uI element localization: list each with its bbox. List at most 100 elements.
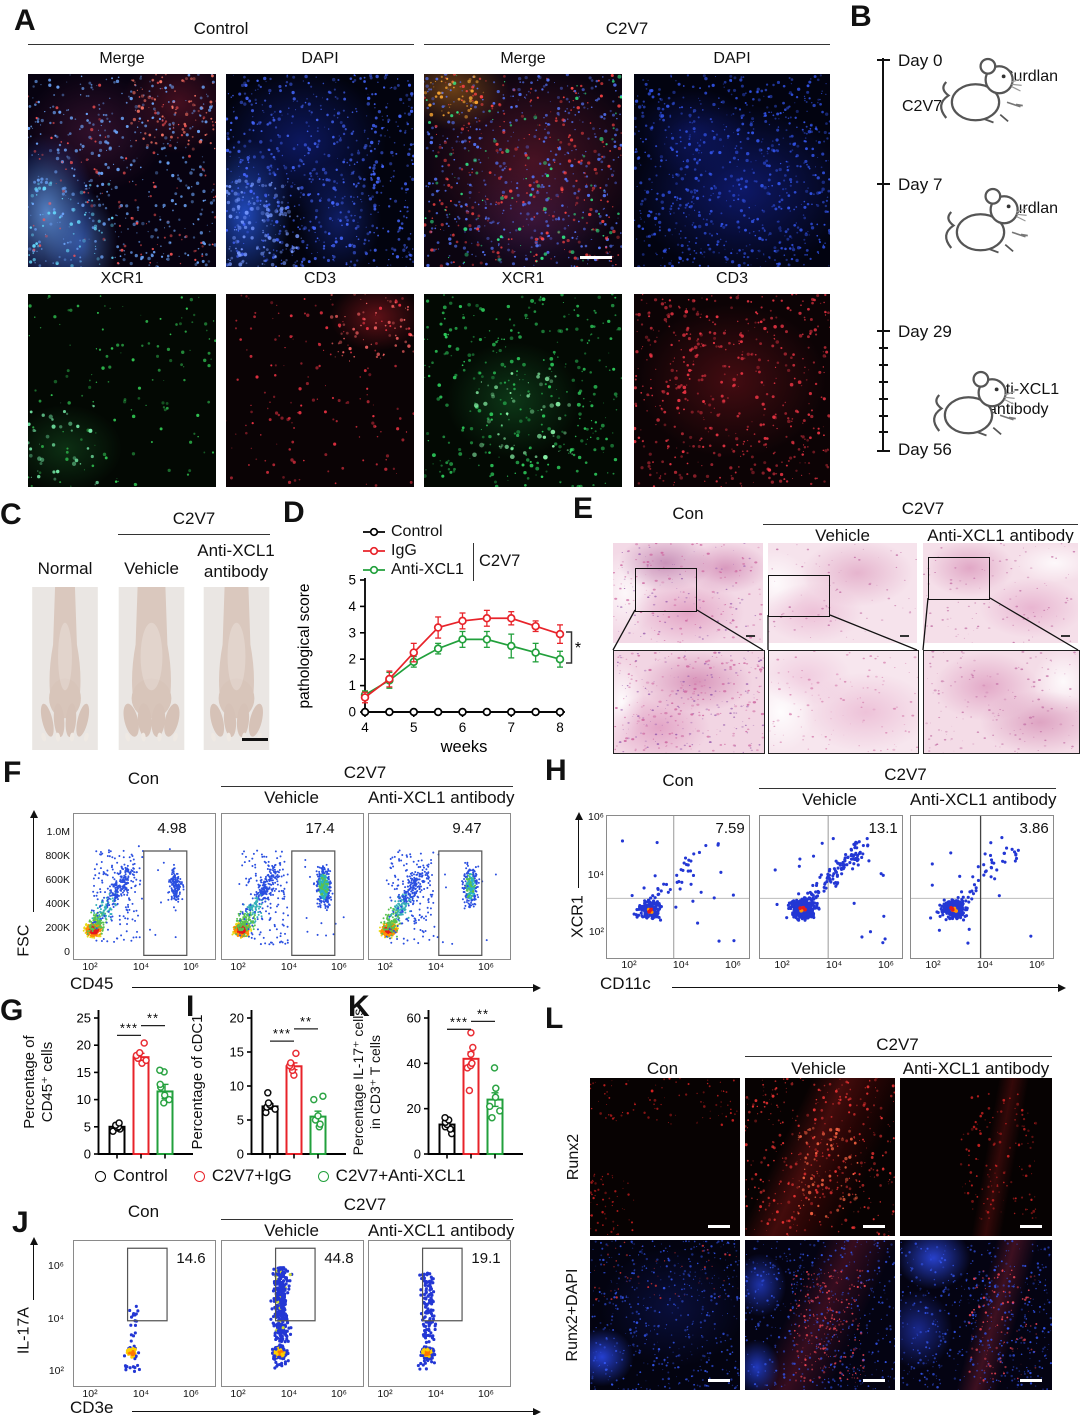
- x-tick-label: 10⁶: [877, 959, 894, 971]
- flow-plot-J-2: 19.1: [368, 1240, 511, 1387]
- x-tick-label: 10⁴: [280, 961, 298, 973]
- panel-f-label: F: [3, 756, 22, 789]
- panel-a-c2v7-underline: [424, 44, 830, 45]
- x-tick-label: 10⁴: [427, 1388, 445, 1400]
- speckle-layer: [424, 74, 622, 267]
- data-point: [115, 1119, 123, 1127]
- legend-label: C2V7+IgG: [211, 1166, 292, 1185]
- svg-text:5: 5: [410, 720, 418, 735]
- panel-c-normal-label: Normal: [37, 559, 93, 578]
- flow-dots: [911, 816, 1053, 958]
- if-image-control-dapi: [226, 74, 414, 267]
- if-image-anti-runx2-dapi: [900, 1240, 1052, 1390]
- timeline-day-tick: [877, 59, 890, 61]
- gate-value: 9.47: [452, 819, 482, 837]
- x-tick-label: 10²: [230, 1388, 246, 1400]
- data-point: [468, 1059, 476, 1068]
- legend-item: Anti-XCL1: [363, 560, 464, 579]
- x-axis-label: CD3e: [70, 1398, 114, 1415]
- legend-label: Control: [391, 522, 443, 540]
- channel-label-dapi: DAPI: [301, 50, 339, 67]
- speckle-layer: [590, 1078, 738, 1236]
- legend-item: Control: [363, 522, 464, 541]
- channel-label-xcr1: XCR1: [100, 270, 144, 287]
- timeline-day-tick: [877, 330, 890, 332]
- svg-text:3: 3: [348, 625, 356, 640]
- y-tick-label: 10²: [588, 926, 604, 938]
- legend-c2v7-bracket: [473, 543, 474, 581]
- y-tick-label: 10⁶: [47, 1260, 64, 1272]
- dots: [122, 1304, 141, 1373]
- y-axis-arrowhead-icon: [29, 810, 38, 818]
- data-point: [467, 1050, 475, 1059]
- x-tick-label: 10²: [621, 959, 637, 971]
- data-point: [264, 1089, 272, 1097]
- channel-label-dapi: DAPI: [713, 50, 751, 67]
- speckle-layer: [226, 294, 414, 487]
- speckle-layer: [614, 651, 764, 753]
- x-tick-label: 10⁶: [330, 1388, 347, 1400]
- data-point: [492, 1084, 500, 1093]
- dots: [416, 1271, 438, 1371]
- bar-charts-legend: Control C2V7+IgG C2V7+Anti-XCL1: [95, 1166, 466, 1186]
- data-point: [490, 1064, 499, 1072]
- flow-dots: [607, 816, 749, 958]
- he-image-con-low: [613, 543, 763, 643]
- panel-e-underline: [763, 524, 1078, 525]
- panel-h-con-header: Con: [662, 771, 694, 790]
- x-tick-label: 10²: [82, 961, 98, 973]
- data-point: [496, 1107, 504, 1115]
- panel-j-anti-header: Anti-XCL1 antibody: [368, 1221, 515, 1240]
- legend-circle-icon: [193, 1170, 205, 1182]
- speckle-layer: [634, 294, 830, 487]
- speckle-layer: [959, 1092, 1038, 1220]
- svg-text:2: 2: [348, 652, 356, 667]
- channel-label-cd3: CD3: [715, 270, 748, 287]
- panel-l-underline: [745, 1056, 1052, 1057]
- y-axis-label: XCR1: [569, 895, 587, 938]
- gate-value: 17.4: [305, 819, 335, 837]
- bar: [132, 1056, 150, 1155]
- paw-photo-vehicle: [118, 587, 185, 750]
- data-point: [160, 1091, 169, 1099]
- y-axis-arrowhead-icon: [29, 1237, 38, 1245]
- paw-photo-normal: [32, 587, 98, 750]
- panel-a-control-header: Control: [193, 19, 249, 38]
- y-axis-label: FSC: [15, 924, 33, 957]
- panel-l-label: L: [545, 1002, 564, 1035]
- panel-e-c2v7-header: C2V7: [901, 499, 945, 518]
- x-tick-label: 10⁶: [182, 961, 199, 973]
- legend-label: Control: [113, 1166, 168, 1185]
- he-image-anti-low: [923, 543, 1078, 643]
- svg-text:pathological score: pathological score: [296, 584, 313, 709]
- data-point: [488, 1113, 496, 1122]
- if-image-control-merge: [28, 74, 216, 267]
- panel-l-c2v7-header: C2V7: [876, 1035, 919, 1054]
- svg-text:4: 4: [361, 720, 369, 735]
- timeline-day-tick: [877, 450, 890, 452]
- x-tick-label: 10⁴: [280, 1388, 298, 1400]
- data-point: [485, 1102, 494, 1111]
- panel-h-vehicle-header: Vehicle: [802, 790, 857, 809]
- legend-item: IgG: [363, 541, 464, 560]
- flow-dots: [416, 1241, 510, 1371]
- he-image-anti-zoom: [923, 650, 1080, 754]
- injection-label-anti-xcl1-line2: antibody: [988, 401, 1049, 418]
- data-point: [316, 1120, 324, 1128]
- chart-g-ylabel: Percentage of CD45⁺ cells: [21, 1035, 56, 1129]
- timeline-axis: [882, 58, 884, 451]
- legend-item: Control: [95, 1166, 168, 1186]
- flow-gate: [292, 851, 335, 955]
- scale-bar: [708, 1225, 730, 1228]
- panel-a-label: A: [14, 4, 36, 37]
- y-tick-label: 0: [64, 946, 70, 958]
- panel-a-c2v7-header: C2V7: [605, 19, 649, 38]
- channel-label-merge: Merge: [99, 50, 145, 67]
- panel-b-label: B: [850, 0, 872, 33]
- data-point: [160, 1099, 168, 1107]
- flow-plot-F-2: 9.47: [368, 813, 511, 960]
- svg-text:6: 6: [459, 720, 467, 735]
- panel-j-underline: [221, 1219, 513, 1220]
